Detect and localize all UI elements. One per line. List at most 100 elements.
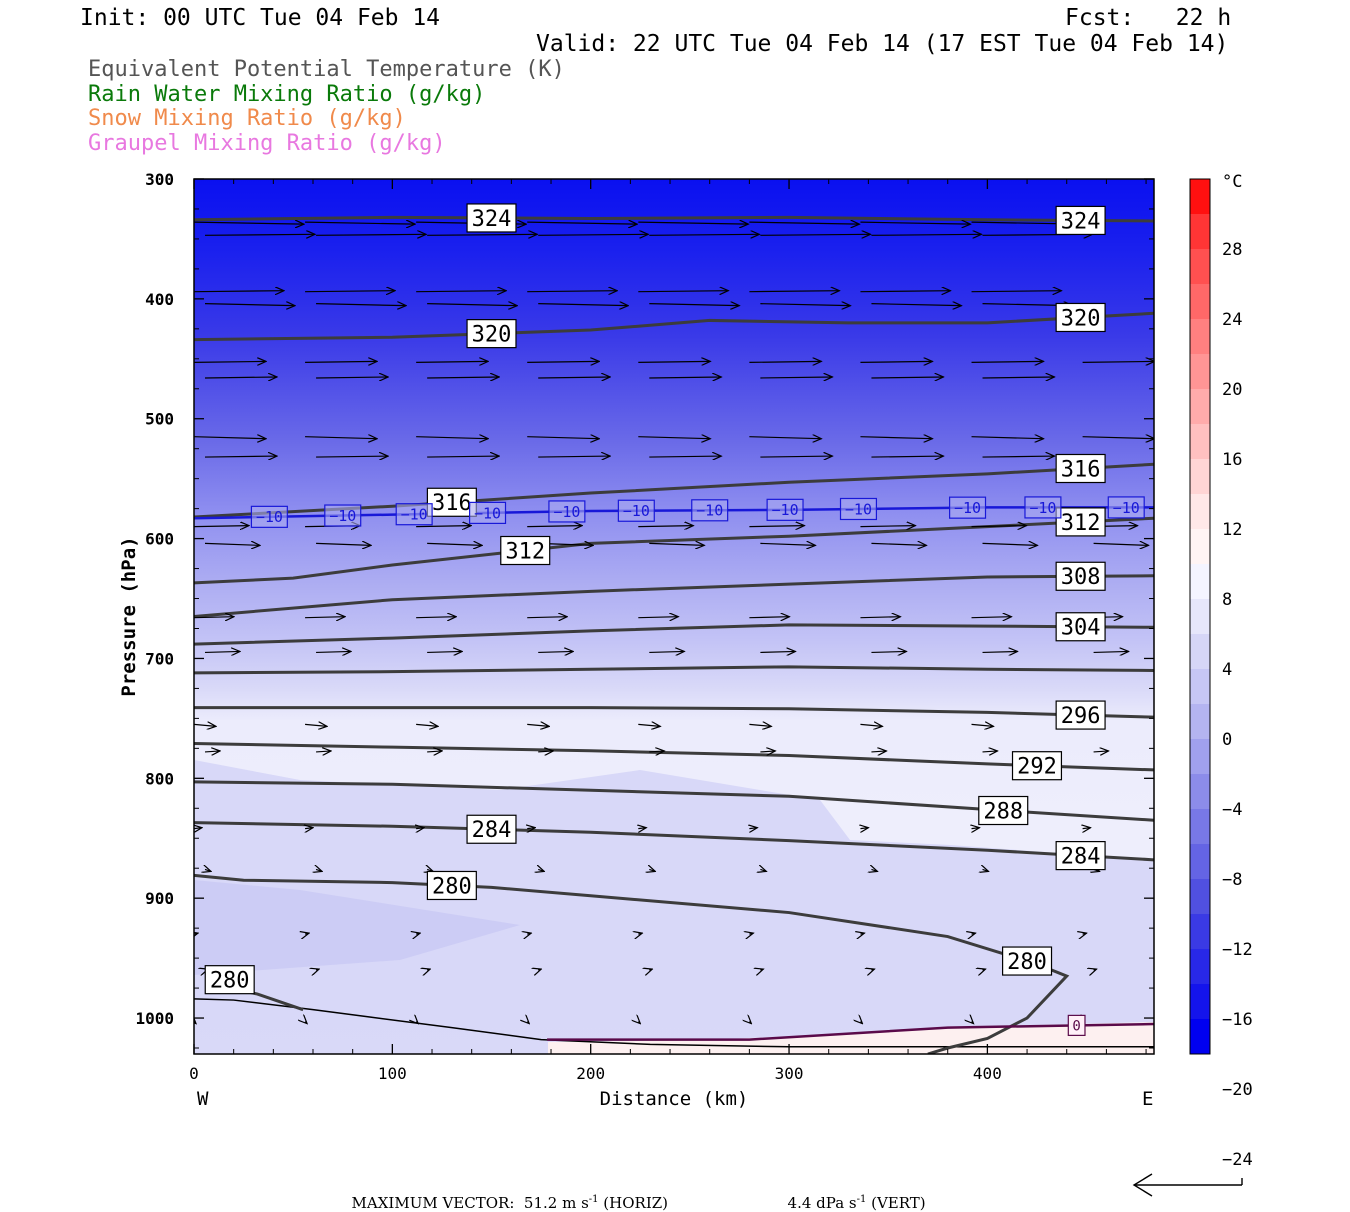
wind-vector	[760, 304, 850, 306]
wind-vector	[871, 543, 926, 545]
wind-vector	[416, 724, 438, 726]
svg-text:−10: −10	[1113, 499, 1140, 517]
wind-vector	[982, 651, 1018, 652]
wind-vector	[972, 828, 980, 829]
wind-vector	[194, 437, 266, 439]
colorbar-tick-label: −24	[1222, 1150, 1253, 1170]
svg-text:284: 284	[1061, 845, 1101, 870]
wind-vector	[416, 526, 471, 527]
svg-text:−10: −10	[474, 504, 501, 522]
wind-vector	[1082, 437, 1154, 439]
wind-vector	[538, 651, 573, 652]
west-label: W	[197, 1088, 209, 1110]
theta-e-contour-284	[194, 821, 1154, 862]
y-tick-label: 800	[145, 769, 174, 788]
wind-vector	[649, 543, 704, 545]
theta-e-label-280: 280	[1001, 946, 1053, 976]
wind-vector	[749, 361, 821, 362]
svg-text:284: 284	[472, 818, 512, 843]
wind-vector	[305, 617, 345, 618]
colorbar-swatch	[1190, 389, 1210, 425]
legend-graupel: Graupel Mixing Ratio (g/kg)	[88, 131, 446, 156]
colorbar-tick-label: 20	[1222, 380, 1242, 400]
theta-e-label-304: 304	[1055, 612, 1106, 642]
wind-vector	[204, 377, 277, 378]
theta-e-label-312: 312	[500, 535, 551, 566]
wind-vector	[527, 437, 599, 439]
wind-vector	[305, 724, 327, 726]
wind-vector	[194, 291, 284, 292]
theta-e-label-324: 324	[1055, 205, 1106, 236]
wind-vector	[871, 869, 877, 871]
colorbar-swatch	[1190, 424, 1210, 460]
wind-vector	[316, 234, 426, 235]
wind-vector	[971, 724, 994, 726]
wind-vector	[1082, 361, 1154, 362]
wind-vector	[305, 361, 377, 362]
wind-vector	[749, 828, 757, 829]
isotherm-label-minus10: −10	[324, 504, 362, 527]
theta-e-label-316: 316	[1055, 453, 1106, 484]
svg-text:−10: −10	[256, 508, 283, 526]
svg-text:−10: −10	[954, 499, 981, 517]
wind-vector	[649, 304, 739, 306]
colorbar-tick-label: −16	[1222, 1010, 1253, 1030]
wind-vector	[638, 291, 728, 292]
wind-vector	[416, 828, 424, 829]
wind-vector	[316, 377, 388, 378]
colorbar-swatch	[1190, 459, 1210, 495]
colorbar-swatch	[1190, 739, 1210, 775]
colorbar-swatch	[1190, 1019, 1210, 1055]
isotherm-label-minus10: −10	[617, 499, 655, 522]
wind-vector	[194, 828, 202, 829]
wind-vector	[538, 304, 628, 306]
wind-vector	[860, 828, 868, 829]
wind-vector	[649, 234, 759, 235]
wind-vector	[638, 724, 660, 726]
colorbar-tick-label: 12	[1222, 520, 1242, 540]
wind-vector	[1083, 828, 1091, 829]
wind-vector	[316, 304, 406, 306]
colorbar-swatch	[1190, 984, 1210, 1020]
wind-vector	[649, 651, 684, 652]
svg-text:292: 292	[1017, 755, 1057, 780]
svg-text:280: 280	[1007, 950, 1047, 975]
wind-vector	[638, 933, 642, 934]
theta-e-label-292: 292	[1011, 751, 1063, 781]
wind-vector	[638, 222, 748, 224]
theta-e-label-284: 284	[1055, 840, 1106, 871]
colorbar-unit: °C	[1222, 172, 1242, 192]
wind-vector	[316, 456, 388, 457]
plot-frame	[193, 178, 1155, 1055]
svg-text:324: 324	[1061, 209, 1101, 234]
x-tick-label: 200	[576, 1064, 605, 1083]
theta-e-label-288: 288	[978, 795, 1029, 826]
x-tick-label: 300	[775, 1064, 804, 1083]
wind-vector	[649, 377, 721, 378]
svg-text:320: 320	[1061, 306, 1101, 331]
wind-vector	[1093, 651, 1129, 652]
y-tick-label: 400	[145, 290, 174, 309]
wind-vector	[760, 543, 815, 545]
wind-vector	[316, 543, 371, 545]
max-vector-footer: MAXIMUM VECTOR: 51.2 m s-1 (HORIZ)	[342, 1176, 668, 1212]
wind-vector	[305, 933, 309, 934]
svg-text:−10: −10	[772, 501, 799, 519]
svg-text:0: 0	[1072, 1018, 1080, 1034]
wind-vector	[760, 751, 775, 752]
wind-vector	[527, 724, 549, 726]
wind-vector	[760, 234, 870, 235]
wind-vector	[527, 361, 599, 362]
wind-vector	[982, 751, 998, 752]
wind-vector	[427, 651, 462, 652]
colorbar-tick-label: −4	[1222, 800, 1242, 820]
wind-vector	[427, 304, 517, 306]
wind-vector	[871, 377, 943, 378]
isotherm-0c	[547, 1022, 1154, 1041]
wind-vector	[527, 526, 582, 527]
colorbar-swatch	[1190, 809, 1210, 845]
wind-vector	[527, 222, 637, 224]
theta-e-label-296: 296	[1055, 700, 1106, 730]
colorbar-swatch	[1190, 354, 1210, 390]
wind-vector	[427, 456, 499, 457]
